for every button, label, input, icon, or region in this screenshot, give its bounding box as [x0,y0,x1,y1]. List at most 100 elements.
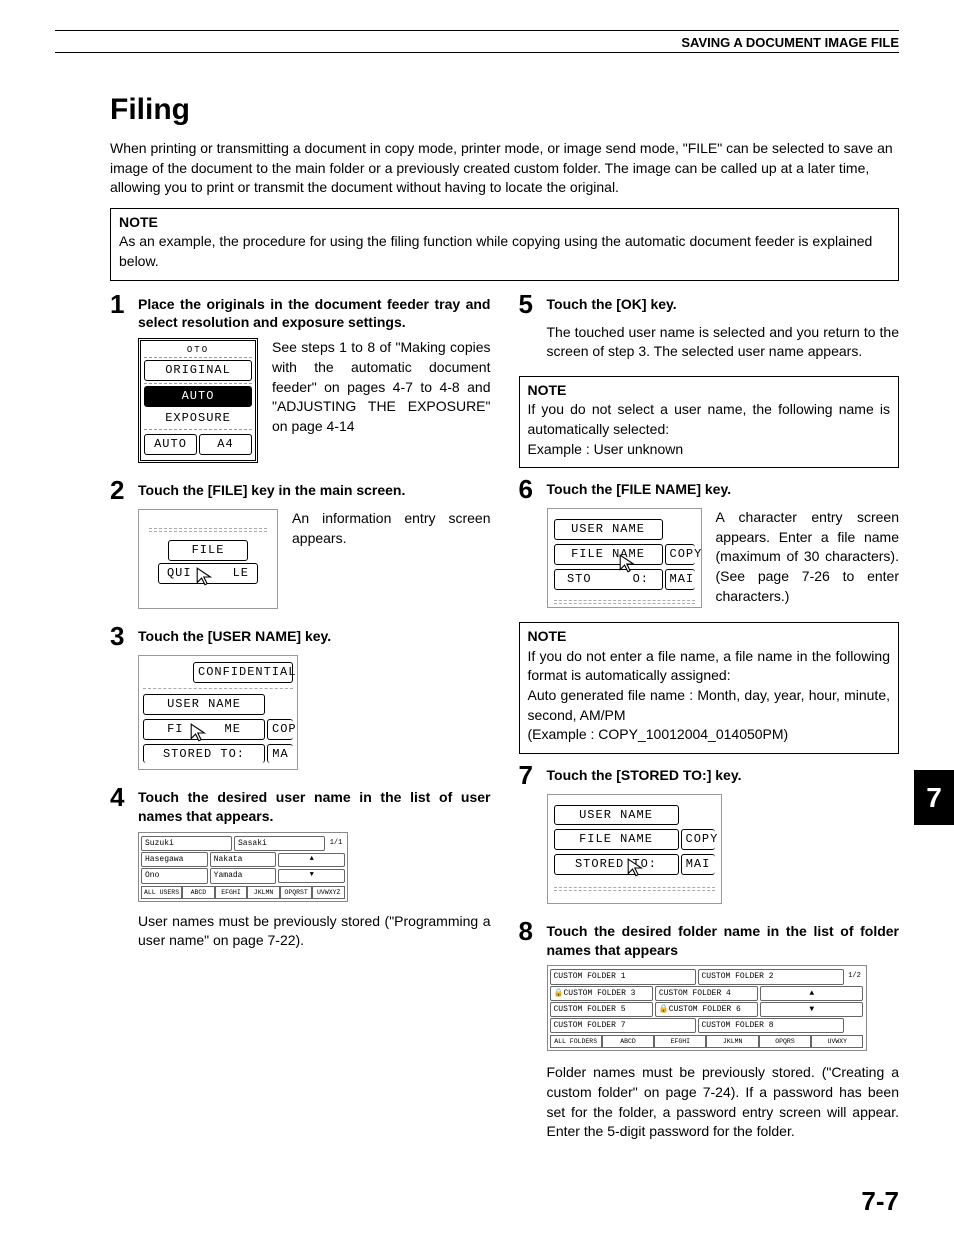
user-item[interactable]: Yamada [210,868,277,883]
lcd-screen-2: FILE QUICK FILE [138,509,278,609]
page-title: Filing [110,93,899,127]
step-title: Touch the desired user name in the list … [138,784,491,826]
step-2-body: FILE QUICK FILE An information entry scr… [138,509,491,609]
file-name-key[interactable]: FILE NAME [554,829,679,850]
folder-item[interactable]: CUSTOM FOLDER 4 [655,986,758,1001]
quick-file-key[interactable]: QUICK FILE [158,563,258,584]
scroll-up-button[interactable]: ▲ [278,853,345,867]
note-line: If you do not enter a file name, a file … [528,647,891,686]
user-item[interactable]: Hasegawa [141,852,208,867]
tab-efghi[interactable]: EFGHI [654,1035,706,1048]
auto-key[interactable]: AUTO [144,386,252,407]
folder-item[interactable]: CUSTOM FOLDER 2 [698,969,844,984]
user-name-key[interactable]: USER NAME [554,805,679,826]
intro-paragraph: When printing or transmitting a document… [110,139,899,198]
step-1-body: OTO ORIGINAL AUTO EXPOSURE AUTO A4 See s… [138,338,491,463]
note-line: (Example : COPY_10012004_014050PM) [528,725,891,745]
tab-uvwxy[interactable]: UVWXY [811,1035,863,1048]
user-item[interactable]: Ono [141,868,208,883]
user-item[interactable]: Suzuki [141,836,232,851]
folder-item[interactable]: 🔒CUSTOM FOLDER 3 [550,986,653,1001]
user-name-key[interactable]: USER NAME [143,694,265,715]
step-title: Touch the [STORED TO:] key. [547,762,742,788]
tab-uvwxyz[interactable]: UVWXYZ [312,886,345,899]
page-number: 7-7 [55,1186,899,1217]
top-note-box: NOTE As an example, the procedure for us… [110,208,899,281]
step-number: 8 [519,918,541,960]
note-box-5: NOTE If you do not select a user name, t… [519,376,900,468]
cop-label: COP [267,719,293,740]
folder-item[interactable]: 🔒CUSTOM FOLDER 6 [655,1002,758,1017]
user-item[interactable]: Nakata [210,852,277,867]
note-title: NOTE [119,213,890,233]
step-5-text: The touched user name is selected and yo… [547,323,900,362]
note-line: Auto generated file name : Month, day, y… [528,686,891,725]
chapter-tab: 7 [914,770,954,825]
tab-all-users[interactable]: ALL USERS [141,886,182,899]
user-list: Suzuki Sasaki 1/1 Hasegawa Nakata ▲ Ono … [138,832,348,902]
step-8-body: CUSTOM FOLDER 1 CUSTOM FOLDER 2 1/2 🔒CUS… [547,965,900,1141]
user-item[interactable]: Sasaki [234,836,325,851]
step-number: 4 [110,784,132,826]
ma-label: MA [267,744,293,764]
exposure-label: EXPOSURE [144,409,252,428]
auto-size-key[interactable]: AUTO [144,434,197,455]
note-title: NOTE [528,627,891,647]
file-name-key[interactable]: FILE NAME [554,544,663,565]
alpha-tabs: ALL USERS ABCD EFGHI JKLMN OPQRST UVWXYZ [141,886,345,899]
lcd-screen-1: OTO ORIGINAL AUTO EXPOSURE AUTO A4 [138,338,258,463]
lcd-screen-6: USER NAME FILE NAMECOPY STORED TO:MAI [547,508,702,608]
step-4-body: Suzuki Sasaki 1/1 Hasegawa Nakata ▲ Ono … [138,832,491,951]
scroll-down-button[interactable]: ▼ [760,1002,863,1017]
step-4: 4 Touch the desired user name in the lis… [110,784,491,826]
page-indicator: 1/2 [846,972,864,982]
mai-label: MAI [681,854,715,875]
tab-abcd[interactable]: ABCD [602,1035,654,1048]
step-2-text: An information entry screen appears. [292,509,491,548]
step-title: Touch the [FILE] key in the main screen. [138,477,405,503]
note-line: Example : User unknown [528,440,891,460]
alpha-tabs: ALL FOLDERS ABCD EFGHI JKLMN OPQRS UVWXY [550,1035,864,1048]
note-box-6: NOTE If you do not enter a file name, a … [519,622,900,754]
tab-jklmn[interactable]: JKLMN [706,1035,758,1048]
tab-opqrst[interactable]: OPQRST [280,886,313,899]
a4-key[interactable]: A4 [199,434,252,455]
file-name-key[interactable]: FILE NAME [143,719,265,740]
step-number: 7 [519,762,541,788]
step-8-text: Folder names must be previously stored. … [547,1063,900,1141]
confidential-key[interactable]: CONFIDENTIAL [193,662,293,683]
scroll-down-button[interactable]: ▼ [278,869,345,883]
tab-opqrs[interactable]: OPQRS [759,1035,811,1048]
file-key[interactable]: FILE [168,540,248,561]
header-rule [55,30,899,31]
tab-all-folders[interactable]: ALL FOLDERS [550,1035,602,1048]
stored-to-key[interactable]: STORED TO: [554,854,679,875]
tab-efghi[interactable]: EFGHI [215,886,248,899]
step-1-text: See steps 1 to 8 of "Making copies with … [272,338,491,436]
step-number: 3 [110,623,132,649]
page: SAVING A DOCUMENT IMAGE FILE Filing When… [55,30,899,1217]
step-6: 6 Touch the [FILE NAME] key. [519,476,900,502]
copy-label: COPY [681,829,715,850]
stored-to-key[interactable]: STORED TO: [554,569,663,590]
lcd-screen-3: CONFIDENTIAL USER NAME FILE NAMECOP STOR… [138,655,298,770]
mai-label: MAI [665,569,695,590]
tab-jklmn[interactable]: JKLMN [247,886,280,899]
step-4-text: User names must be previously stored ("P… [138,912,491,951]
user-name-key[interactable]: USER NAME [554,519,663,540]
lcd-screen-7: USER NAME FILE NAMECOPY STORED TO:MAI [547,794,722,904]
tab-abcd[interactable]: ABCD [182,886,215,899]
step-number: 5 [519,291,541,317]
step-title: Touch the [FILE NAME] key. [547,476,732,502]
folder-item[interactable]: CUSTOM FOLDER 8 [698,1018,844,1033]
original-key[interactable]: ORIGINAL [144,360,252,381]
scroll-up-button[interactable]: ▲ [760,986,863,1001]
folder-item[interactable]: CUSTOM FOLDER 7 [550,1018,696,1033]
right-column: 5 Touch the [OK] key. The touched user n… [519,291,900,1156]
folder-item[interactable]: CUSTOM FOLDER 5 [550,1002,653,1017]
step-7: 7 Touch the [STORED TO:] key. [519,762,900,788]
step-title: Touch the desired folder name in the lis… [547,918,900,960]
folder-item[interactable]: CUSTOM FOLDER 1 [550,969,696,984]
step-6-text: A character entry screen appears. Enter … [716,508,900,606]
stored-to-key[interactable]: STORED TO: [143,744,265,764]
